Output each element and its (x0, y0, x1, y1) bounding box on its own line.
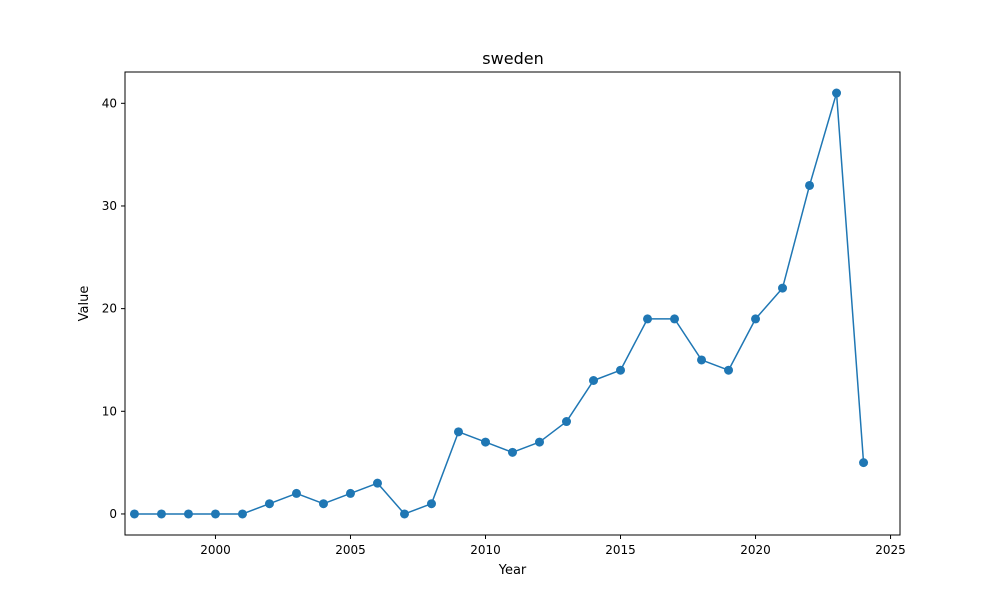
data-point (318, 499, 328, 509)
data-point (183, 509, 193, 519)
y-tick-label: 30 (102, 199, 117, 213)
data-point (264, 499, 274, 509)
data-point (832, 88, 842, 98)
data-point (535, 437, 544, 447)
data-point (426, 499, 436, 509)
x-tick-label: 2005 (335, 543, 366, 557)
data-point (751, 314, 761, 324)
data-point (859, 458, 869, 468)
x-tick-label: 2010 (470, 543, 501, 557)
data-point (372, 478, 382, 488)
data-point (670, 314, 680, 324)
data-point (697, 355, 707, 365)
data-point (778, 283, 788, 293)
y-tick-label: 0 (109, 507, 117, 521)
data-point (345, 488, 355, 498)
chart-title: sweden (482, 49, 543, 68)
data-point (129, 509, 139, 519)
data-point (237, 509, 247, 519)
data-point (481, 437, 490, 447)
y-tick-label: 20 (102, 302, 117, 316)
data-point (643, 314, 653, 324)
y-tick-label: 40 (102, 96, 117, 110)
data-point (562, 417, 572, 427)
y-axis-label: Value (77, 286, 92, 322)
x-tick-label: 2025 (875, 543, 906, 557)
data-point (805, 180, 815, 190)
x-axis-label: Year (498, 563, 527, 578)
data-point (291, 488, 301, 498)
data-point (724, 365, 734, 375)
x-tick-label: 2015 (605, 543, 636, 557)
data-point (210, 509, 220, 519)
series-line (134, 92, 865, 515)
data-point (453, 427, 463, 437)
plot-frame (124, 71, 901, 536)
y-tick-label: 10 (102, 404, 117, 418)
plot-series (129, 88, 869, 519)
x-tick-label: 2000 (200, 543, 231, 557)
data-point (156, 509, 166, 519)
x-tick-label: 2020 (740, 543, 771, 557)
data-point (616, 365, 626, 375)
data-point (399, 509, 409, 519)
axes-ticks: 2000 2005 2010 2015 2020 2025 0 10 20 30 40 (102, 96, 906, 557)
data-point (508, 447, 517, 457)
data-point (589, 376, 599, 385)
